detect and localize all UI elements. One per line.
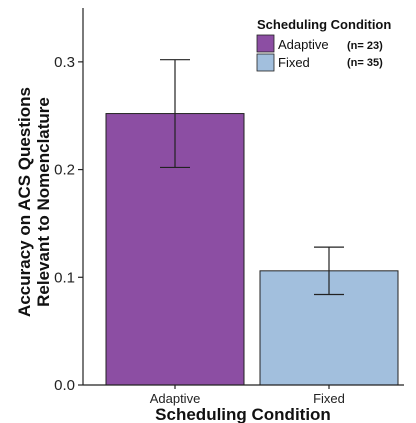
- error-bars: [160, 59, 344, 296]
- legend-label-fixed: Fixed: [278, 55, 310, 70]
- legend: Scheduling Condition Adaptive (n= 23) Fi…: [256, 17, 391, 72]
- y-tick-label: 0.1: [54, 269, 75, 286]
- error-bar-fixed: [314, 246, 344, 296]
- legend-swatch-fixed: [256, 53, 275, 72]
- x-tick-label-adaptive: Adaptive: [150, 391, 201, 406]
- x-tick-label-fixed: Fixed: [313, 391, 345, 406]
- y-axis-title-line1: Accuracy on ACS Questions: [15, 87, 34, 317]
- y-ticks: 0.0 0.1 0.2 0.3: [54, 54, 83, 394]
- legend-swatch-adaptive: [256, 34, 275, 53]
- legend-title: Scheduling Condition: [257, 17, 391, 32]
- error-bar-adaptive: [160, 59, 190, 169]
- y-tick-label: 0.0: [54, 377, 75, 394]
- y-tick-label: 0.3: [54, 54, 75, 71]
- x-axis-title: Scheduling Condition: [155, 405, 331, 423]
- x-ticks: Adaptive Fixed: [150, 385, 345, 406]
- y-tick-label: 0.2: [54, 162, 75, 179]
- bars: [105, 113, 399, 386]
- legend-label-adaptive: Adaptive: [278, 37, 329, 52]
- axes: [82, 8, 404, 386]
- legend-n-fixed: (n= 35): [347, 57, 383, 69]
- y-axis-title-line2: Relevant to Nomenclature: [34, 97, 53, 307]
- legend-n-adaptive: (n= 23): [347, 40, 383, 52]
